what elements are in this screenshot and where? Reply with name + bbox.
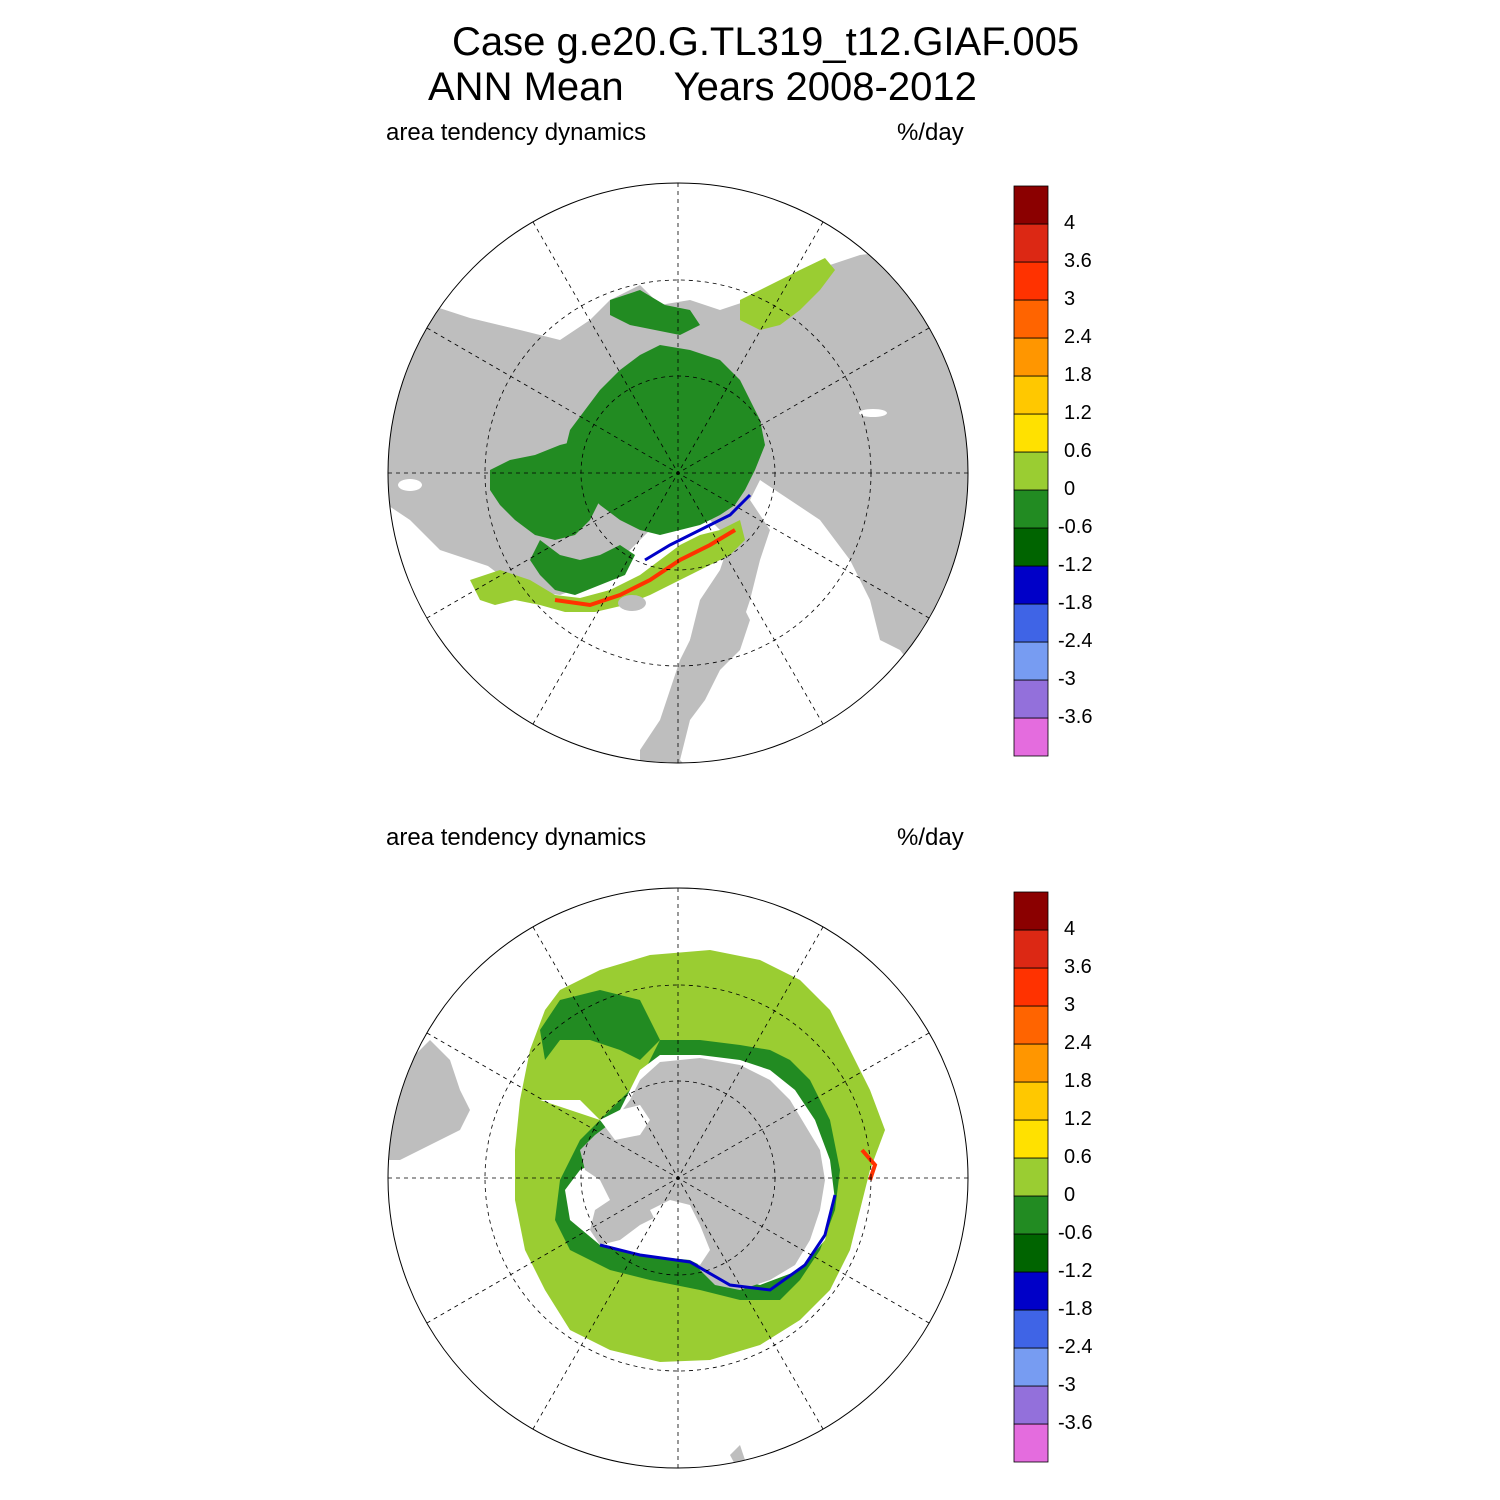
iceland-land [618, 595, 646, 611]
south-map-border [387, 887, 969, 1469]
colorbar-swatch [1013, 489, 1049, 529]
colorbar-tick-label: -3 [1058, 1374, 1076, 1396]
colorbar-swatch [1013, 1081, 1049, 1121]
north-polar-map [387, 182, 969, 764]
ross-ice-shelf [650, 1200, 710, 1265]
colorbar-swatch [1013, 1157, 1049, 1197]
south-colorbar [1013, 891, 1049, 1463]
colorbar-swatch [1013, 1347, 1049, 1387]
south-panel-units-label: %/day [897, 824, 964, 851]
colorbar-tick-label: -2.4 [1058, 1336, 1093, 1358]
colorbar-tick-label: 0 [1064, 1184, 1076, 1206]
colorbar-tick-label: 0.6 [1064, 1146, 1092, 1168]
colorbar-swatch [1013, 1119, 1049, 1159]
caspian-sea [805, 680, 855, 710]
colorbar-swatch [1013, 717, 1049, 757]
colorbar-tick-label: -0.6 [1058, 516, 1093, 538]
colorbar-tick-label: -3 [1058, 668, 1076, 690]
colorbar-swatch [1013, 413, 1049, 453]
colorbar-tick-label: 4 [1064, 212, 1076, 234]
years-label: Years 2008-2012 [673, 65, 977, 109]
colorbar-swatch [1013, 527, 1049, 567]
antarctic-ice-edge-red [860, 1148, 878, 1181]
season-label: ANN Mean [428, 65, 624, 109]
colorbar-swatch [1013, 1195, 1049, 1235]
colorbar-swatch [1013, 603, 1049, 643]
colorbar-swatch [1013, 375, 1049, 415]
ice-edge-red-band [554, 528, 737, 608]
north-panel-variable-label: area tendency dynamics [386, 119, 647, 146]
arctic-sea-ice [565, 345, 765, 535]
colorbar-swatch [1013, 1309, 1049, 1349]
baffin-bay-ice [530, 540, 635, 595]
colorbar-swatch [1013, 641, 1049, 681]
colorbar-swatch [1013, 891, 1049, 931]
plot-title: Case g.e20.G.TL319_t12.GIAF.005 [452, 20, 1080, 64]
colorbar-tick-label: 0 [1064, 478, 1076, 500]
colorbar-tick-label: 2.4 [1064, 326, 1092, 348]
canadian-archipelago-ice [490, 440, 605, 540]
north-graticule [388, 183, 968, 763]
colorbar-swatch [1013, 261, 1049, 301]
colorbar-tick-label: -3.6 [1058, 706, 1093, 728]
north-colorbar [1013, 185, 1049, 757]
colorbar-swatch [1013, 1385, 1049, 1425]
colorbar-swatch [1013, 967, 1049, 1007]
colorbar-tick-label: 2.4 [1064, 1032, 1092, 1054]
colorbar-tick-label: -2.4 [1058, 630, 1093, 652]
colorbar-tick-label: 3 [1064, 994, 1076, 1016]
colorbar-tick-label: 4 [1064, 918, 1076, 940]
plot-subtitle: ANN Mean Years 2008-2012 [428, 65, 977, 110]
south-polar-map [387, 887, 969, 1469]
north-map-border [387, 182, 969, 764]
colorbar-tick-label: -0.6 [1058, 1222, 1093, 1244]
colorbar-tick-label: 1.8 [1064, 1070, 1092, 1092]
colorbar-swatch [1013, 929, 1049, 969]
bering-sea-ice [610, 290, 700, 335]
ice-edge-blue-band [644, 493, 752, 562]
north-panel-units-label: %/day [897, 119, 964, 146]
colorbar-swatch [1013, 1233, 1049, 1273]
colorbar-swatch [1013, 1271, 1049, 1311]
colorbar-swatch [1013, 223, 1049, 263]
colorbar-swatch [1013, 1005, 1049, 1045]
colorbar-tick-label: -1.2 [1058, 1260, 1093, 1282]
labrador-ice-edge [470, 520, 745, 612]
colorbar-tick-label: 1.2 [1064, 1108, 1092, 1130]
colorbar-tick-label: 3.6 [1064, 250, 1092, 272]
colorbar-tick-label: 1.8 [1064, 364, 1092, 386]
colorbar-swatch [1013, 185, 1049, 225]
colorbar-swatch [1013, 679, 1049, 719]
colorbar-swatch [1013, 1423, 1049, 1463]
colorbar-tick-label: -1.2 [1058, 554, 1093, 576]
colorbar-tick-label: -1.8 [1058, 1298, 1093, 1320]
colorbar-swatch [1013, 337, 1049, 377]
okhotsk-sea-ice [740, 258, 835, 330]
colorbar-tick-label: 3 [1064, 288, 1076, 310]
colorbar-tick-label: 1.2 [1064, 402, 1092, 424]
south-graticule [388, 888, 968, 1468]
great-lakes [398, 479, 422, 491]
weddell-ice-shelf [600, 1105, 650, 1140]
colorbar-swatch [1013, 299, 1049, 339]
south-panel-variable-label: area tendency dynamics [386, 824, 647, 851]
colorbar-swatch [1013, 565, 1049, 605]
eurasia-lake [859, 409, 887, 417]
colorbar-tick-label: 0.6 [1064, 440, 1092, 462]
antarctic-coast-blue-band [599, 1194, 837, 1292]
colorbar-swatch [1013, 451, 1049, 491]
colorbar-tick-label: 3.6 [1064, 956, 1092, 978]
colorbar-tick-label: -3.6 [1058, 1412, 1093, 1434]
colorbar-tick-label: -1.8 [1058, 592, 1093, 614]
colorbar-swatch [1013, 1043, 1049, 1083]
